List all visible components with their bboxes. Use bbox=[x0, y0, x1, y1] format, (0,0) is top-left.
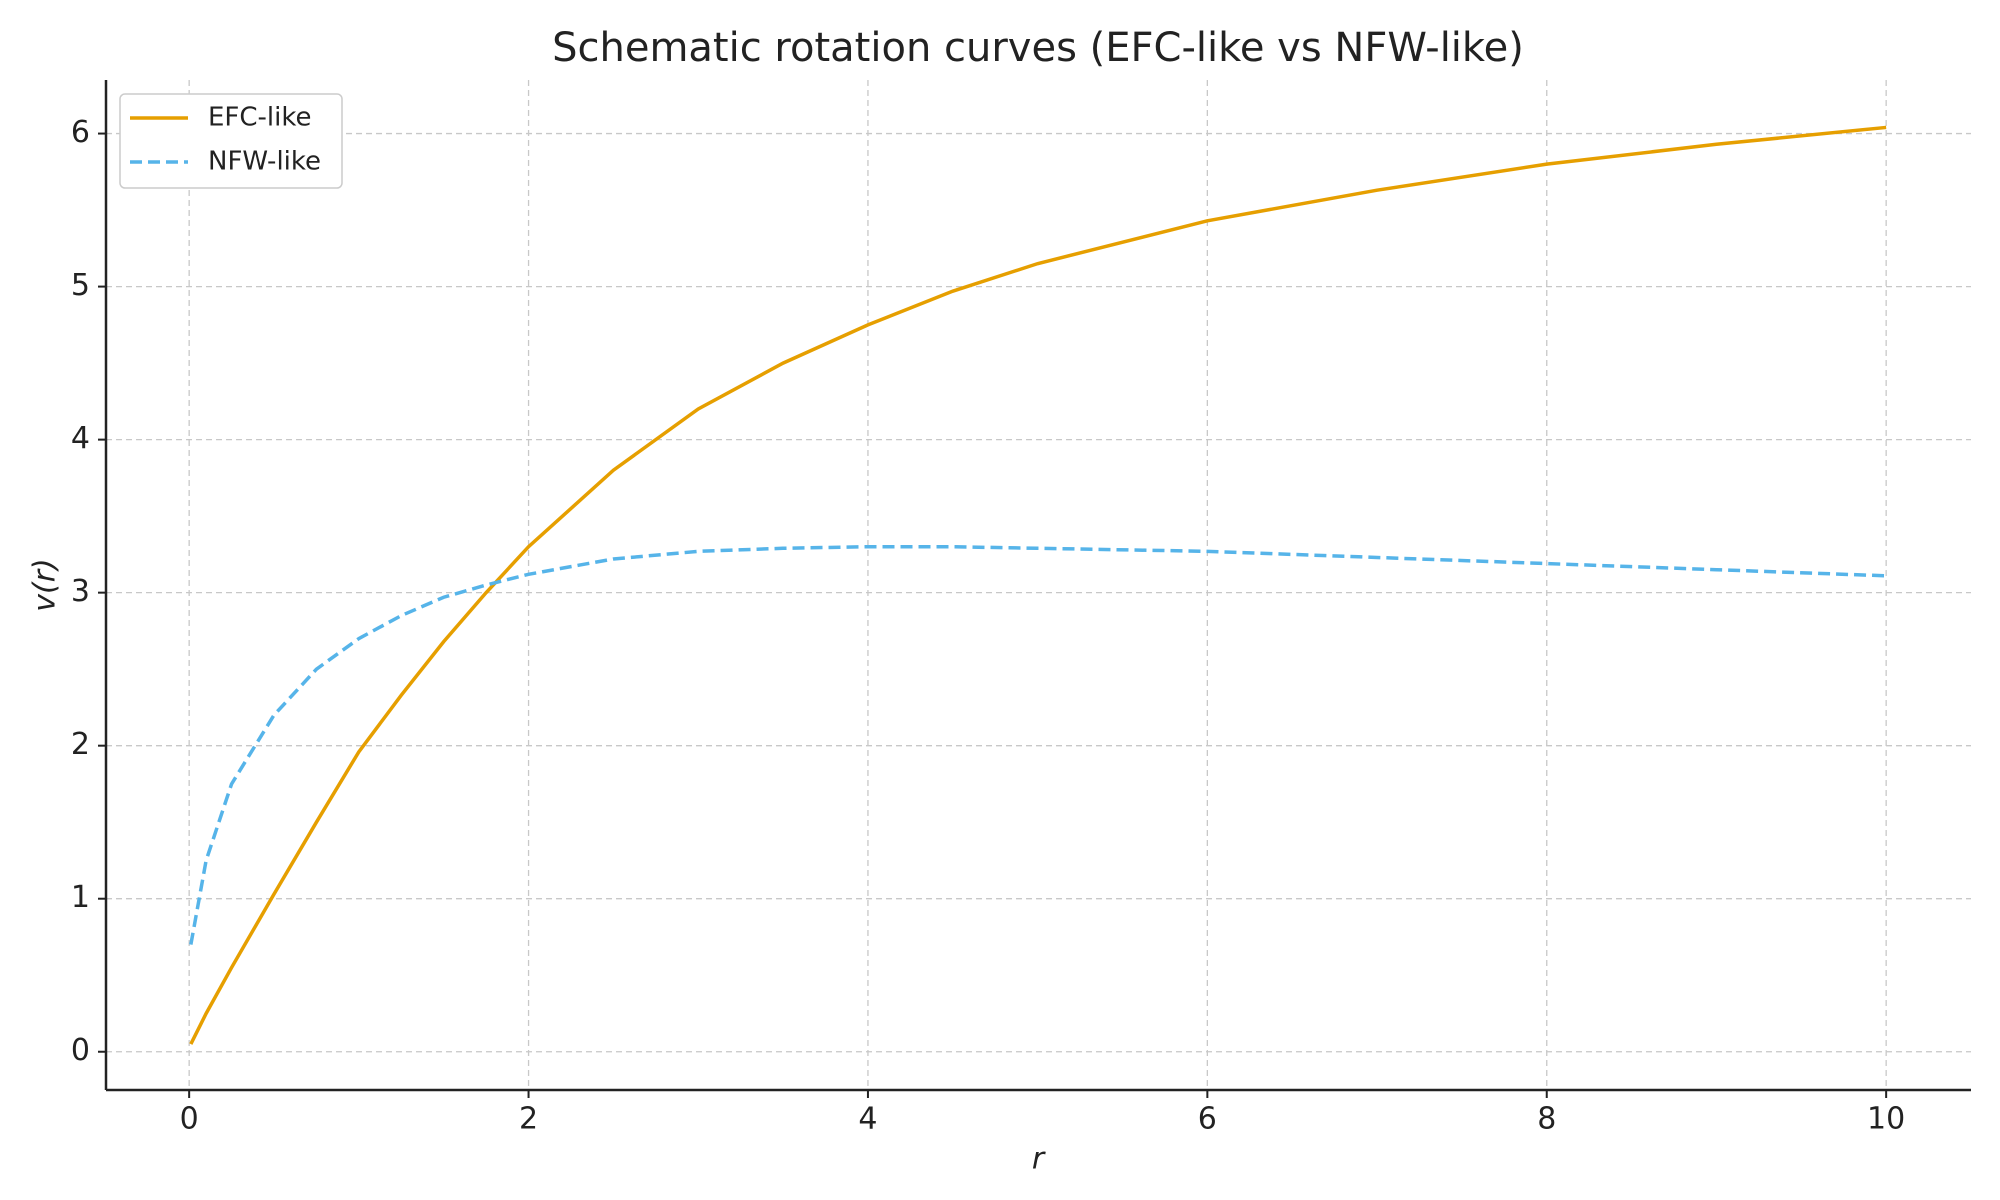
y-tick-label: 1 bbox=[71, 880, 90, 915]
legend-label: NFW-like bbox=[208, 147, 321, 177]
series-line bbox=[189, 125, 1887, 1045]
y-tick-label: 5 bbox=[71, 268, 90, 303]
series-line bbox=[189, 544, 1887, 945]
x-tick-label: 0 bbox=[180, 1102, 199, 1137]
y-tick-label: 0 bbox=[71, 1033, 90, 1068]
x-tick-label: 10 bbox=[1867, 1102, 1905, 1137]
chart-title: Schematic rotation curves (EFC-like vs N… bbox=[552, 25, 1524, 71]
y-tick-label: 3 bbox=[71, 574, 90, 609]
x-tick-label: 4 bbox=[858, 1102, 877, 1137]
legend-label: EFC-like bbox=[208, 103, 312, 133]
y-tick-label: 2 bbox=[71, 727, 90, 762]
y-axis-label: v(r) bbox=[28, 558, 63, 612]
y-tick-label: 4 bbox=[71, 421, 90, 456]
x-axis-label: r bbox=[1032, 1142, 1046, 1177]
x-tick-label: 6 bbox=[1198, 1102, 1217, 1137]
x-tick-label: 2 bbox=[519, 1102, 538, 1137]
legend: EFC-like NFW-like bbox=[119, 93, 343, 189]
x-tick-label: 8 bbox=[1537, 1102, 1556, 1137]
y-tick-label: 6 bbox=[71, 115, 90, 150]
